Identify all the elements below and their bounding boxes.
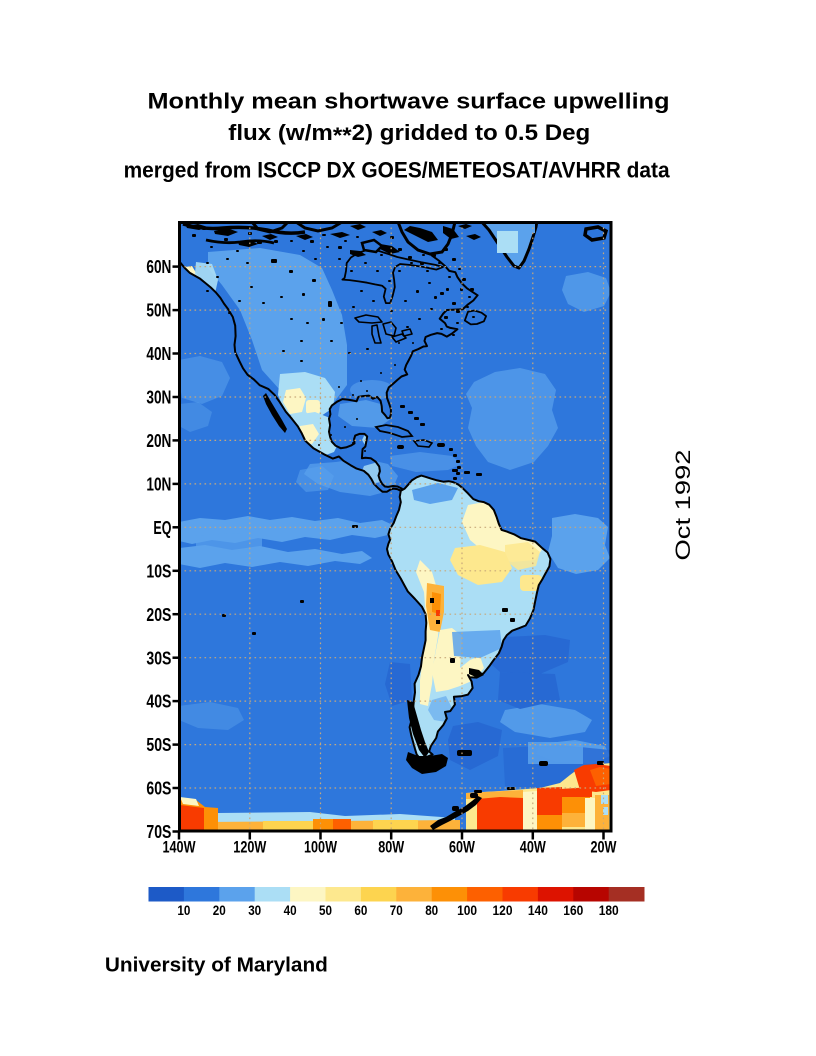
svg-text:20S: 20S [146, 605, 171, 625]
svg-text:160: 160 [563, 902, 583, 918]
svg-text:40S: 40S [146, 692, 171, 712]
svg-text:140W: 140W [163, 838, 196, 856]
svg-text:University of Maryland: University of Maryland [105, 954, 328, 976]
svg-text:80W: 80W [378, 838, 404, 856]
svg-text:30N: 30N [146, 388, 171, 408]
svg-text:120: 120 [493, 902, 513, 918]
svg-text:180: 180 [599, 902, 619, 918]
svg-text:40W: 40W [520, 838, 546, 856]
svg-text:30: 30 [248, 902, 261, 918]
svg-text:70: 70 [390, 902, 403, 918]
svg-text:120W: 120W [233, 838, 266, 856]
svg-text:140: 140 [528, 902, 548, 918]
svg-text:60W: 60W [449, 838, 475, 856]
svg-text:20N: 20N [146, 431, 171, 451]
svg-text:merged from ISCCP DX GOES/METE: merged from ISCCP DX GOES/METEOSAT/AVHRR… [124, 157, 671, 182]
svg-text:50: 50 [319, 902, 332, 918]
svg-text:10: 10 [177, 902, 190, 918]
svg-text:50S: 50S [146, 735, 171, 755]
svg-text:60: 60 [354, 902, 367, 918]
svg-text:100W: 100W [304, 838, 337, 856]
svg-text:20: 20 [213, 902, 226, 918]
svg-text:20W: 20W [591, 838, 617, 856]
svg-text:Monthly mean shortwave surface: Monthly mean shortwave surface upwelling [148, 89, 670, 114]
svg-text:10S: 10S [146, 561, 171, 581]
svg-text:40: 40 [284, 902, 297, 918]
svg-text:60S: 60S [146, 779, 171, 799]
svg-text:50N: 50N [146, 301, 171, 321]
svg-text:60N: 60N [146, 257, 171, 277]
svg-text:EQ: EQ [153, 518, 171, 538]
svg-text:30S: 30S [146, 648, 171, 668]
svg-text:Oct 1992: Oct 1992 [671, 450, 695, 561]
svg-text:70S: 70S [146, 822, 171, 842]
svg-text:80: 80 [425, 902, 438, 918]
svg-text:10N: 10N [146, 475, 171, 495]
svg-text:100: 100 [457, 902, 477, 918]
svg-text:flux (w/m**2) gridded to 0.5 D: flux (w/m **2) gridded to 0.5 Deg [228, 120, 590, 148]
svg-text:40N: 40N [146, 344, 171, 364]
